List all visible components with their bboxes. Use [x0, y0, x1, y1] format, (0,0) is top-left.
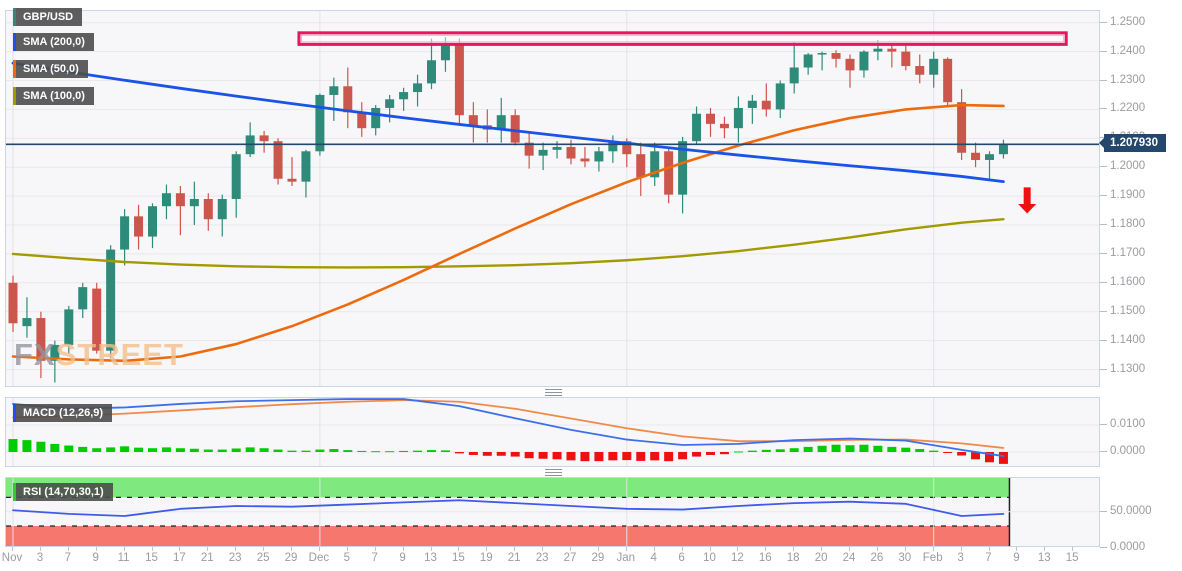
sma100-color-tab	[13, 87, 16, 105]
time-tick-label: 29	[591, 552, 605, 564]
macd-panel-resize-handle[interactable]	[545, 389, 562, 396]
time-tick-label: 18	[786, 552, 800, 564]
price-tick-label: 1.2400	[1110, 44, 1146, 57]
time-tick-label: 5	[343, 552, 350, 564]
time-tick-label: 9	[1013, 552, 1020, 564]
price-tick-label: 1.1800	[1110, 218, 1146, 230]
sma50-label: SMA (50,0)	[23, 63, 79, 75]
rsi-panel-resize-handle[interactable]	[545, 469, 562, 476]
rsi-color-tab	[13, 483, 16, 501]
price-tick-label: 1.2300	[1110, 73, 1146, 86]
sma200-label: SMA (200,0)	[23, 36, 85, 48]
time-tick-label: 7	[371, 552, 378, 564]
sma50-color-tab	[13, 60, 16, 78]
rsi-line	[12, 499, 1005, 517]
price-tick-label: 1.1600	[1110, 275, 1146, 288]
time-tick-label: 21	[507, 552, 521, 564]
macd-tick-label: 0.0000	[1110, 445, 1146, 457]
macd-legend-chip[interactable]: MACD (12,26,9)	[13, 404, 113, 422]
macd-main-line	[12, 398, 1005, 457]
price-tick-label: 1.1300	[1110, 362, 1146, 375]
time-tick-label: 9	[92, 552, 99, 564]
time-tick-label: 10	[703, 552, 716, 564]
time-tick-label: 13	[424, 552, 437, 564]
sma50-legend-chip[interactable]: SMA (50,0)	[13, 60, 88, 78]
time-tick-label: 13	[1037, 552, 1051, 564]
sma100-line	[11, 218, 1005, 269]
time-tick-label: 16	[758, 552, 772, 564]
time-tick-label: 15	[451, 552, 465, 564]
time-tick-label: 24	[842, 552, 856, 564]
time-tick-label: 11	[117, 552, 130, 564]
sma200-legend-chip[interactable]: SMA (200,0)	[13, 33, 94, 51]
rsi-legend-chip[interactable]: RSI (14,70,30,1)	[13, 483, 113, 501]
price-tick-label: 1.1900	[1110, 189, 1146, 202]
time-tick-label: 3	[36, 552, 44, 564]
rsi-tick-label: 0.0000	[1110, 540, 1146, 553]
time-tick-label: Nov	[1, 552, 23, 564]
symbol-legend-chip[interactable]: GBP/USD	[13, 8, 83, 26]
current-price-tag: 1.207930	[1099, 134, 1166, 152]
time-tick-label: Dec	[308, 552, 330, 564]
time-tick-label: 12	[730, 552, 744, 564]
sma200-line	[11, 61, 1005, 184]
time-tick-label: 4	[650, 552, 657, 564]
time-tick-label: 30	[898, 552, 912, 564]
time-tick-label: 17	[172, 552, 186, 564]
sma50-line	[11, 103, 1005, 363]
time-tick-label: Feb	[922, 552, 943, 564]
time-tick-label: 23	[535, 552, 549, 564]
time-tick-label: 15	[1065, 552, 1079, 564]
candlestick-chart[interactable]	[6, 11, 1099, 386]
price-tick-label: 1.1400	[1110, 333, 1146, 346]
sma100-label: SMA (100,0)	[23, 90, 85, 102]
time-tick-label: 21	[200, 552, 214, 564]
time-tick-label: 3	[957, 552, 964, 564]
sma100-legend-chip[interactable]: SMA (100,0)	[13, 87, 94, 105]
time-tick-label: 9	[399, 552, 406, 564]
candles	[8, 37, 1008, 383]
price-tick-label: 1.2500	[1110, 15, 1146, 28]
macd-color-tab	[13, 404, 16, 422]
rsi-chart[interactable]	[6, 478, 1099, 546]
time-tick-label: 15	[145, 552, 158, 564]
macd-panel[interactable]	[5, 397, 1100, 467]
time-tick-label: Jan	[616, 552, 636, 564]
time-tick-label: 25	[256, 552, 270, 564]
time-tick-label: 23	[228, 552, 242, 564]
sma200-color-tab	[13, 33, 16, 51]
time-tick-label: 7	[64, 552, 71, 564]
time-tick-label: 29	[284, 552, 298, 564]
time-tick-label: 7	[985, 552, 992, 564]
rsi-panel[interactable]	[5, 477, 1100, 547]
price-tick-label: 1.1500	[1110, 304, 1146, 317]
rsi-label: RSI (14,70,30,1)	[23, 486, 104, 498]
overbought-band	[6, 478, 1010, 498]
time-tick-label: 20	[814, 552, 828, 564]
macd-chart[interactable]	[6, 398, 1099, 466]
time-tick-label: 26	[870, 552, 884, 564]
oversold-band	[6, 526, 1010, 546]
macd-signal-line	[12, 399, 1005, 449]
time-tick-label: 6	[678, 552, 685, 564]
symbol-label: GBP/USD	[23, 11, 74, 23]
price-tick-label: 1.1700	[1110, 246, 1146, 259]
rsi-tick-label: 50.0000	[1110, 504, 1152, 517]
sell-arrow-icon	[1018, 187, 1037, 214]
time-tick-label: 27	[563, 552, 577, 564]
price-tick-label: 1.2200	[1110, 102, 1146, 115]
macd-label: MACD (12,26,9)	[23, 407, 104, 419]
symbol-color-tab	[13, 8, 16, 26]
time-tick-label: 19	[479, 552, 493, 564]
price-panel[interactable]: FXSTREET	[5, 10, 1100, 387]
resistance-zone	[297, 31, 1068, 46]
macd-tick-label: 0.0100	[1110, 418, 1146, 430]
price-tick-label: 1.2000	[1110, 160, 1146, 173]
